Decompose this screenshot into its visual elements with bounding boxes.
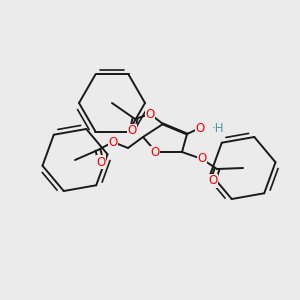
- Text: ·H: ·H: [212, 122, 224, 134]
- Text: O: O: [208, 175, 217, 188]
- Text: O: O: [128, 124, 136, 137]
- Text: O: O: [195, 122, 205, 134]
- Text: O: O: [108, 136, 118, 148]
- Text: O: O: [150, 146, 160, 160]
- Text: O: O: [197, 152, 207, 166]
- Text: O: O: [146, 107, 154, 121]
- Text: O: O: [96, 155, 106, 169]
